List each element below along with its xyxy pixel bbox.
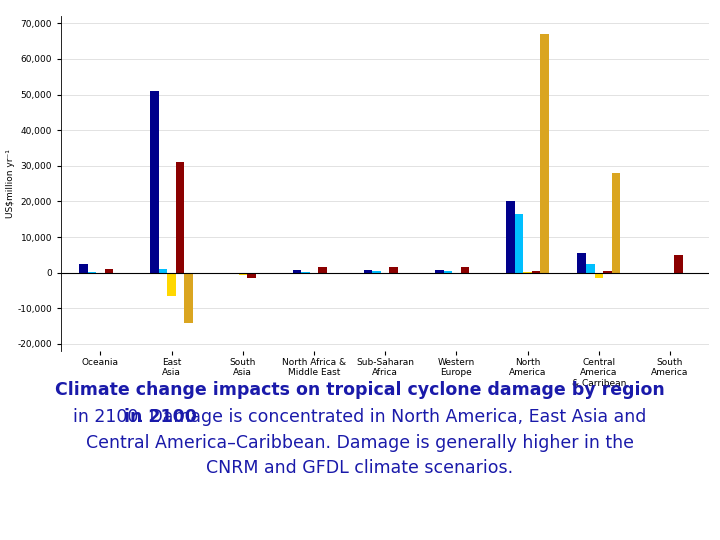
Text: in 2100: in 2100 — [124, 408, 197, 426]
Bar — [104, 269, 113, 273]
Bar — [577, 253, 586, 273]
Bar — [150, 91, 158, 273]
Bar — [603, 271, 612, 273]
Bar — [595, 273, 603, 278]
Bar — [506, 201, 515, 273]
Bar — [675, 255, 683, 273]
Text: Climate change impacts on tropical cyclone damage by region: Climate change impacts on tropical cyclo… — [55, 381, 665, 399]
Text: Central America–Caribbean. Damage is generally higher in the: Central America–Caribbean. Damage is gen… — [86, 434, 634, 451]
Bar — [612, 173, 620, 273]
Bar — [247, 273, 256, 278]
Bar — [158, 269, 167, 273]
Bar — [301, 272, 310, 273]
Bar — [292, 270, 301, 273]
Bar — [541, 34, 549, 273]
Bar — [523, 272, 532, 273]
Bar — [238, 273, 247, 275]
Bar — [390, 267, 398, 273]
Bar — [444, 271, 452, 273]
Bar — [88, 272, 96, 273]
Text: CNRM and GFDL climate scenarios.: CNRM and GFDL climate scenarios. — [207, 459, 513, 477]
Bar — [310, 273, 318, 274]
Bar — [230, 273, 238, 274]
Y-axis label: US$million yr⁻¹: US$million yr⁻¹ — [6, 149, 14, 218]
Bar — [167, 273, 176, 296]
Bar — [461, 267, 469, 273]
Bar — [435, 270, 444, 273]
Bar — [532, 271, 541, 273]
Bar — [372, 271, 381, 273]
Bar — [364, 270, 372, 273]
Bar — [184, 273, 193, 322]
Bar — [586, 264, 595, 273]
Bar — [515, 214, 523, 273]
Bar — [452, 273, 461, 274]
Bar — [318, 267, 327, 273]
Bar — [176, 162, 184, 273]
Text: in 2100. Damage is concentrated in North America, East Asia and: in 2100. Damage is concentrated in North… — [73, 408, 647, 426]
Bar — [79, 264, 88, 273]
Bar — [381, 273, 390, 274]
